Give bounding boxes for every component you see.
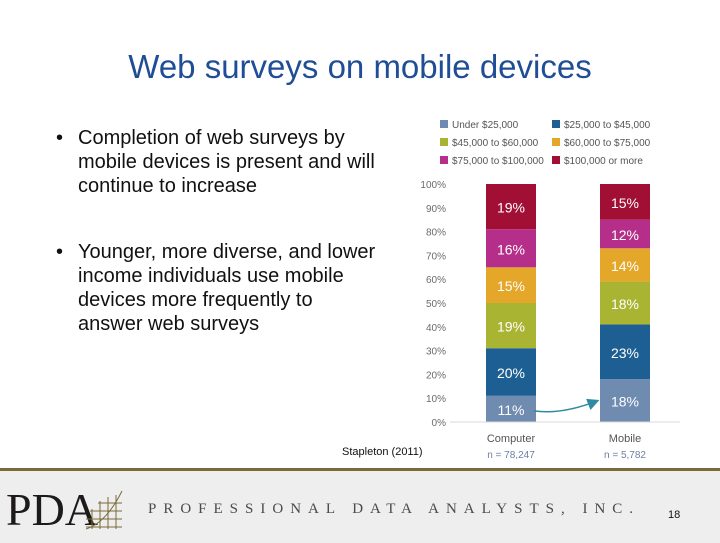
y-tick-label: 20% <box>426 370 446 381</box>
page-number: 18 <box>668 509 681 521</box>
data-label: 15% <box>497 278 525 294</box>
citation: Stapleton (2011) <box>342 446 423 458</box>
stacked-bar-chart: Under $25,000 $25,000 to $45,000 $45,000 t… <box>420 120 680 461</box>
bar-segment <box>486 267 536 303</box>
bullet-item: • Completion of web surveys by mobile de… <box>56 126 376 198</box>
pda-logo: PDA <box>6 485 123 535</box>
y-tick-label: 40% <box>426 323 446 334</box>
footer: PDA PROFESSIONAL DATA ANALYSTS, INC. 18 <box>0 468 720 543</box>
data-label: 20% <box>497 365 525 381</box>
data-label: 15% <box>611 195 639 211</box>
bar-segment <box>600 219 650 249</box>
bullet-marker: • <box>56 241 64 263</box>
y-tick-label: 30% <box>426 347 446 358</box>
sample-size-label: n = 78,247 <box>487 450 535 461</box>
data-label: 19% <box>497 319 525 335</box>
bar-segment <box>600 324 650 380</box>
data-label: 23% <box>611 345 639 361</box>
data-label: 11% <box>498 402 525 418</box>
data-label: 19% <box>497 200 525 216</box>
data-label: 16% <box>497 241 525 257</box>
legend-label: $60,000 to $75,000 <box>564 138 651 149</box>
data-label: 12% <box>611 227 639 243</box>
logo-text: PDA <box>6 485 98 535</box>
legend-label: $75,000 to $100,000 <box>452 156 544 167</box>
data-label: 14% <box>611 258 639 274</box>
legend-swatch <box>552 138 560 146</box>
bullet-marker: • <box>56 127 64 149</box>
bullet-text: Younger, more diverse, and lower income … <box>78 241 376 335</box>
legend-label: $45,000 to $60,000 <box>452 138 539 149</box>
bar-segment <box>486 184 536 230</box>
legend-swatch <box>440 120 448 128</box>
legend-swatch <box>440 138 448 146</box>
y-tick-label: 100% <box>420 180 446 191</box>
bullet-item: • Younger, more diverse, and lower incom… <box>56 240 376 336</box>
legend-label: Under $25,000 <box>452 120 519 131</box>
legend-label: $25,000 to $45,000 <box>564 120 651 131</box>
bullet-list: • Completion of web surveys by mobile de… <box>56 126 376 336</box>
bar-segment <box>600 248 650 282</box>
bullet-text: Completion of web surveys by mobile devi… <box>78 127 375 197</box>
bar-segment <box>486 395 536 422</box>
sample-size-label: n = 5,782 <box>604 450 646 461</box>
bar-segment <box>600 281 650 325</box>
arrow-annotation <box>533 398 600 413</box>
bar-segment <box>600 379 650 422</box>
slide-title: Web surveys on mobile devices <box>128 48 592 85</box>
legend-swatch <box>552 120 560 128</box>
y-tick-label: 60% <box>426 275 446 286</box>
x-tick-label: Computer <box>487 433 536 445</box>
x-tick-label: Mobile <box>609 433 641 445</box>
y-tick-label: 90% <box>426 204 446 215</box>
legend-swatch <box>440 156 448 164</box>
y-tick-label: 0% <box>432 418 447 429</box>
y-tick-label: 10% <box>426 394 446 405</box>
logo-grid-icon <box>85 490 123 530</box>
legend-swatch <box>552 156 560 164</box>
company-name: PROFESSIONAL DATA ANALYSTS, INC. <box>148 501 641 517</box>
legend-label: $100,000 or more <box>564 156 643 167</box>
y-tick-label: 80% <box>426 228 446 239</box>
y-tick-label: 70% <box>426 251 446 262</box>
data-label: 18% <box>611 394 639 410</box>
y-tick-label: 50% <box>426 299 446 310</box>
bar-segment <box>486 348 536 396</box>
data-label: 18% <box>611 296 639 312</box>
bar-segment <box>600 184 650 220</box>
bar-segment <box>486 229 536 268</box>
bar-segment <box>486 303 536 349</box>
